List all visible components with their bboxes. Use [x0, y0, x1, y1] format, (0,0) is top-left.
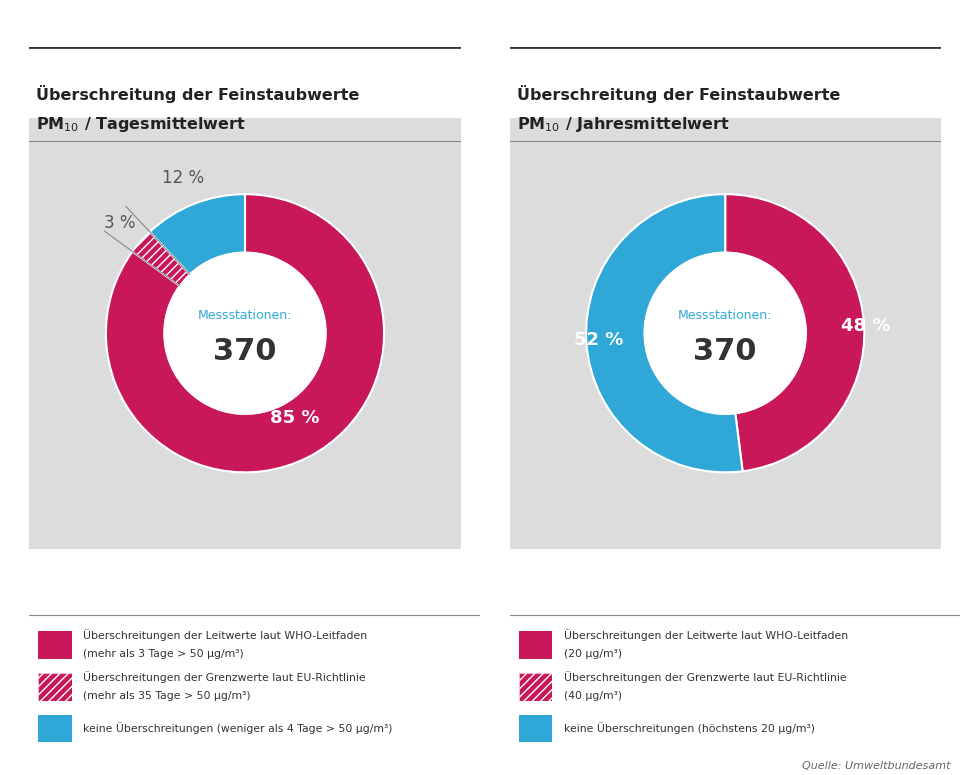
Text: Überschreitungen der Leitwerte laut WHO-Leitfaden: Überschreitungen der Leitwerte laut WHO-… — [83, 629, 368, 642]
FancyBboxPatch shape — [29, 118, 461, 549]
Text: Überschreitung der Feinstaubwerte: Überschreitung der Feinstaubwerte — [516, 85, 840, 103]
Text: 48 %: 48 % — [841, 317, 890, 336]
Wedge shape — [106, 195, 384, 472]
Text: Messstationen:: Messstationen: — [678, 308, 772, 322]
Text: 12 %: 12 % — [163, 169, 205, 187]
Text: 52 %: 52 % — [574, 331, 623, 350]
Bar — [518, 631, 553, 659]
Text: (40 µg/m³): (40 µg/m³) — [564, 691, 622, 701]
Text: keine Überschreitungen (höchstens 20 µg/m³): keine Überschreitungen (höchstens 20 µg/… — [564, 722, 814, 735]
Text: PM$_{10}$ / Jahresmittelwert: PM$_{10}$ / Jahresmittelwert — [516, 115, 729, 134]
Bar — [518, 673, 553, 701]
Text: Quelle: Umweltbundesamt: Quelle: Umweltbundesamt — [802, 761, 951, 771]
Text: Überschreitungen der Leitwerte laut WHO-Leitfaden: Überschreitungen der Leitwerte laut WHO-… — [564, 629, 848, 642]
Bar — [38, 715, 73, 742]
Bar — [38, 673, 73, 701]
Circle shape — [645, 253, 806, 414]
Wedge shape — [132, 232, 190, 286]
Wedge shape — [586, 195, 743, 472]
Text: keine Überschreitungen (weniger als 4 Tage > 50 µg/m³): keine Überschreitungen (weniger als 4 Ta… — [83, 722, 393, 735]
Bar — [518, 673, 553, 701]
Text: 370: 370 — [214, 337, 276, 366]
Text: (mehr als 35 Tage > 50 µg/m³): (mehr als 35 Tage > 50 µg/m³) — [83, 691, 251, 701]
FancyBboxPatch shape — [510, 118, 941, 549]
Circle shape — [165, 253, 325, 414]
Bar — [38, 631, 73, 659]
Text: PM$_{10}$ / Tagesmittelwert: PM$_{10}$ / Tagesmittelwert — [36, 115, 246, 134]
Text: Überschreitungen der Grenzwerte laut EU-Richtlinie: Überschreitungen der Grenzwerte laut EU-… — [564, 671, 847, 684]
Text: Messstationen:: Messstationen: — [198, 308, 292, 322]
Text: 370: 370 — [694, 337, 757, 366]
Text: Überschreitungen der Grenzwerte laut EU-Richtlinie: Überschreitungen der Grenzwerte laut EU-… — [83, 671, 367, 684]
Bar — [518, 715, 553, 742]
Wedge shape — [725, 195, 864, 471]
Text: 3 %: 3 % — [104, 214, 135, 232]
Text: (mehr als 3 Tage > 50 µg/m³): (mehr als 3 Tage > 50 µg/m³) — [83, 649, 244, 659]
Bar — [38, 673, 73, 701]
Wedge shape — [150, 195, 245, 274]
Text: Überschreitung der Feinstaubwerte: Überschreitung der Feinstaubwerte — [36, 85, 360, 103]
Text: 85 %: 85 % — [270, 409, 319, 427]
Text: (20 µg/m³): (20 µg/m³) — [564, 649, 622, 659]
